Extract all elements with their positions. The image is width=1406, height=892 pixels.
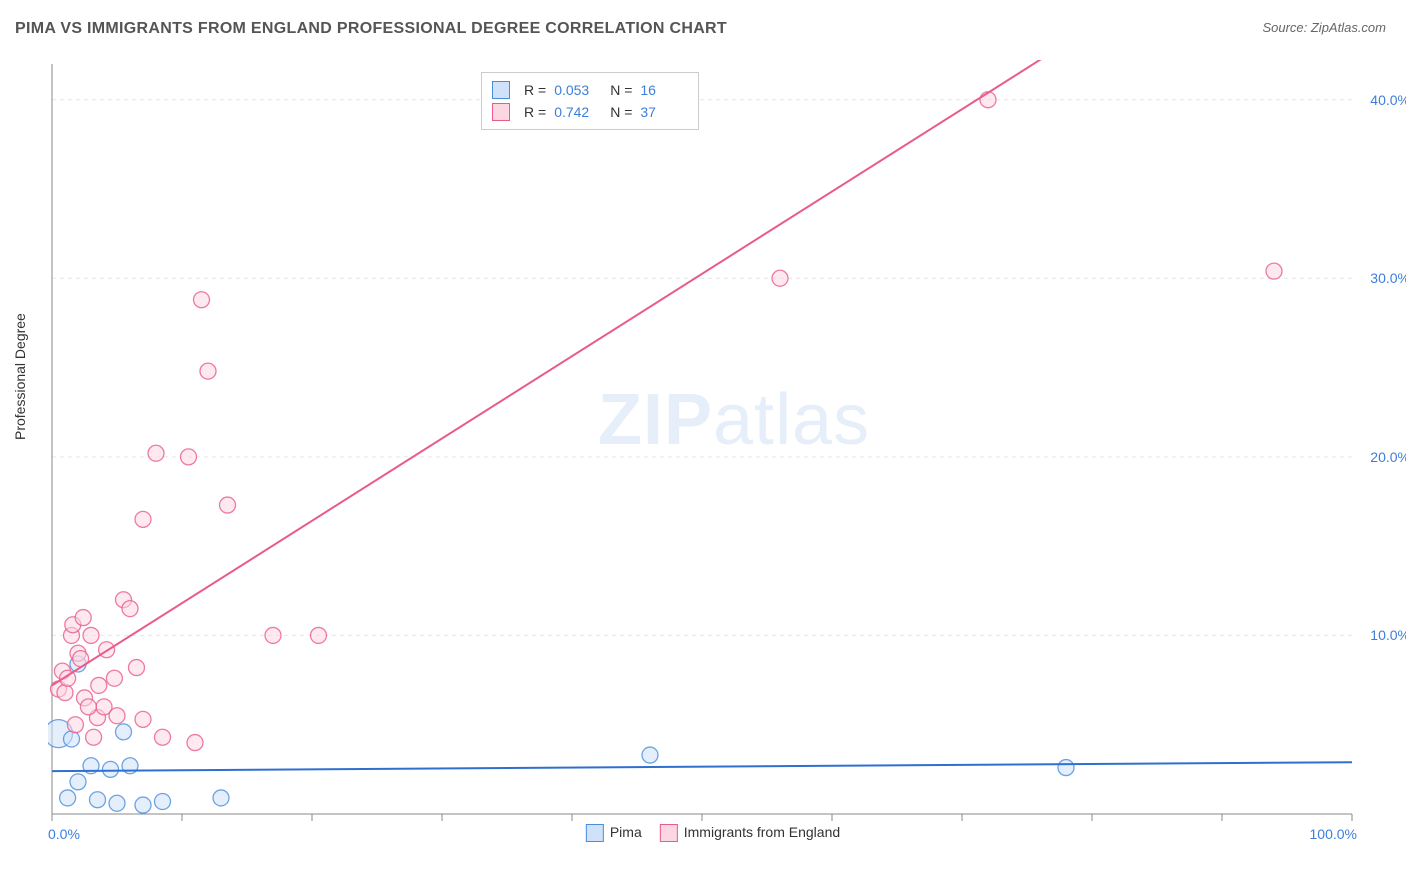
stat-n-value: 37 xyxy=(640,101,688,123)
england-point xyxy=(129,660,145,676)
pima-point xyxy=(60,790,76,806)
england-point xyxy=(57,685,73,701)
legend-swatch xyxy=(492,81,510,99)
pima-point xyxy=(109,795,125,811)
england-point xyxy=(200,363,216,379)
england-point xyxy=(220,497,236,513)
legend-swatch xyxy=(492,103,510,121)
y-tick-label: 10.0% xyxy=(1350,627,1406,643)
scatter-chart-svg xyxy=(48,60,1378,850)
legend-label: Immigrants from England xyxy=(684,824,840,840)
england-point xyxy=(311,627,327,643)
pima-point xyxy=(155,794,171,810)
legend-item: Immigrants from England xyxy=(660,824,840,842)
legend-item: Pima xyxy=(586,824,642,842)
england-point xyxy=(265,627,281,643)
source-credit: Source: ZipAtlas.com xyxy=(1262,20,1386,35)
england-point xyxy=(135,711,151,727)
series-legend: Pima Immigrants from England xyxy=(586,824,840,842)
pima-point xyxy=(64,731,80,747)
legend-label: Pima xyxy=(610,824,642,840)
england-point xyxy=(772,270,788,286)
england-point xyxy=(75,610,91,626)
england-point xyxy=(155,729,171,745)
stat-n-label: N = xyxy=(610,101,632,123)
stats-legend-row: R = 0.742 N = 37 xyxy=(492,101,688,123)
england-point xyxy=(1266,263,1282,279)
pima-point xyxy=(116,724,132,740)
stat-r-value: 0.053 xyxy=(554,79,602,101)
pima-point xyxy=(70,774,86,790)
source-name: ZipAtlas.com xyxy=(1311,20,1386,35)
pima-point xyxy=(135,797,151,813)
y-tick-label: 30.0% xyxy=(1350,270,1406,286)
england-point xyxy=(106,670,122,686)
chart-header: PIMA VS IMMIGRANTS FROM ENGLAND PROFESSI… xyxy=(15,20,1386,50)
england-point xyxy=(980,92,996,108)
pima-point xyxy=(103,761,119,777)
stat-r-label: R = xyxy=(524,101,546,123)
chart-title: PIMA VS IMMIGRANTS FROM ENGLAND PROFESSI… xyxy=(15,20,727,37)
england-point xyxy=(86,729,102,745)
england-point xyxy=(80,699,96,715)
stat-r-label: R = xyxy=(524,79,546,101)
stat-n-value: 16 xyxy=(640,79,688,101)
stats-legend: R = 0.053 N = 16 R = 0.742 N = 37 xyxy=(481,72,699,130)
england-point xyxy=(83,627,99,643)
x-tick-label: 100.0% xyxy=(1302,826,1357,842)
stat-r-value: 0.742 xyxy=(554,101,602,123)
pima-point xyxy=(642,747,658,763)
y-tick-label: 40.0% xyxy=(1350,92,1406,108)
legend-swatch xyxy=(660,824,678,842)
england-point xyxy=(148,445,164,461)
plot-area: ZIPatlas R =0.053N =16R =0.742N =37 Pima… xyxy=(48,60,1378,850)
y-tick-label: 20.0% xyxy=(1350,449,1406,465)
pima-trendline xyxy=(52,762,1352,771)
england-point xyxy=(135,511,151,527)
legend-swatch xyxy=(586,824,604,842)
england-point xyxy=(122,601,138,617)
england-point xyxy=(109,708,125,724)
source-prefix: Source: xyxy=(1262,20,1310,35)
england-point xyxy=(181,449,197,465)
pima-point xyxy=(1058,760,1074,776)
y-axis-label: Professional Degree xyxy=(12,313,28,440)
stats-legend-row: R = 0.053 N = 16 xyxy=(492,79,688,101)
england-point xyxy=(91,677,107,693)
x-tick-label: 0.0% xyxy=(48,826,80,842)
england-point xyxy=(187,735,203,751)
stat-n-label: N = xyxy=(610,79,632,101)
pima-point xyxy=(213,790,229,806)
england-point xyxy=(194,292,210,308)
pima-point xyxy=(90,792,106,808)
england-point xyxy=(67,717,83,733)
